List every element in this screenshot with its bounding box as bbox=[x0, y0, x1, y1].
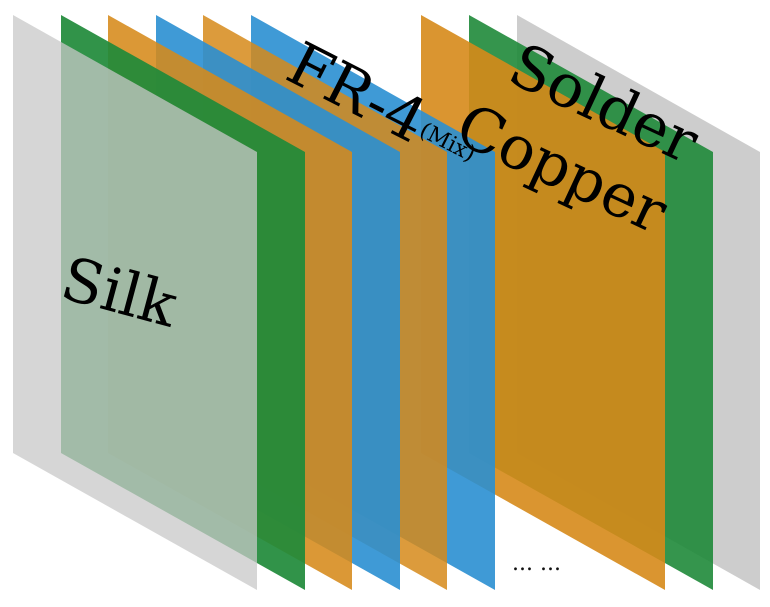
front-layer-group bbox=[13, 15, 495, 590]
layer-silk bbox=[13, 15, 257, 590]
ellipsis-label: ... ... bbox=[512, 551, 561, 576]
